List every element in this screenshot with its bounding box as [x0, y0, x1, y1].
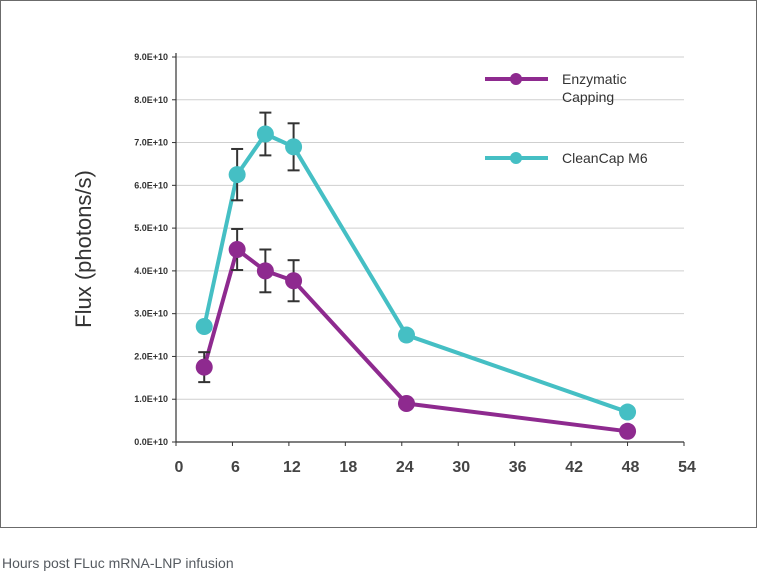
x-tick-label: 30: [452, 459, 470, 476]
y-tick-label: 3.0E+10: [134, 309, 168, 319]
data-point: [195, 358, 213, 376]
line-chart: 0.0E+10 1.0E+10 2.0E+10 3.0E+10 4.0E+10 5.0E+…: [71, 52, 696, 476]
y-tick-label: 7.0E+10: [134, 138, 168, 148]
legend-swatch-marker: [510, 152, 522, 164]
chart-frame: 0.0E+10 1.0E+10 2.0E+10 3.0E+10 4.0E+10 5.0E+…: [0, 0, 757, 528]
y-tick-label: 9.0E+10: [134, 52, 168, 62]
data-point: [256, 262, 274, 280]
x-tick-label: 24: [396, 459, 414, 476]
series-layer: [195, 111, 637, 440]
data-point: [195, 318, 213, 335]
y-tick-label: 5.0E+10: [134, 223, 168, 233]
y-tick-label: 6.0E+10: [134, 180, 168, 190]
y-axis-label: Flux (photons/s): [71, 170, 96, 328]
data-point: [619, 403, 637, 421]
data-point: [256, 125, 274, 143]
x-tick-label: 6: [231, 459, 240, 476]
gridlines: [176, 56, 684, 400]
x-tick-label: 0: [175, 459, 184, 476]
y-tick-label: 8.0E+10: [134, 95, 168, 105]
legend-label: Enzymatic: [562, 71, 627, 87]
y-axis-ticks: 0.0E+10 1.0E+10 2.0E+10 3.0E+10 4.0E+10 5.0E+…: [134, 52, 176, 447]
data-point: [228, 241, 246, 258]
y-tick-label: 2.0E+10: [134, 351, 168, 361]
data-point: [228, 166, 246, 184]
x-tick-label: 12: [283, 459, 301, 476]
data-point: [397, 326, 415, 344]
x-tick-label: 54: [678, 459, 696, 476]
x-tick-label: 36: [509, 459, 527, 476]
x-axis-ticks: 0 6 12 18 24 30 36 42 48 54: [175, 442, 696, 476]
x-axis-caption: Hours post FLuc mRNA-LNP infusion: [2, 555, 234, 571]
x-tick-label: 42: [565, 459, 583, 476]
y-tick-label: 0.0E+10: [134, 437, 168, 447]
legend-label: CleanCap M6: [562, 150, 648, 166]
data-point: [619, 422, 637, 440]
y-tick-label: 1.0E+10: [134, 394, 168, 404]
data-point: [285, 138, 303, 156]
x-tick-label: 18: [339, 459, 357, 476]
x-tick-label: 48: [622, 459, 640, 476]
data-point: [285, 272, 303, 290]
legend: Enzymatic Capping CleanCap M6: [485, 71, 648, 166]
axes: [175, 53, 684, 443]
legend-label: Capping: [562, 89, 614, 105]
legend-swatch-marker: [510, 73, 522, 85]
y-tick-label: 4.0E+10: [134, 266, 168, 276]
data-point: [397, 395, 415, 412]
